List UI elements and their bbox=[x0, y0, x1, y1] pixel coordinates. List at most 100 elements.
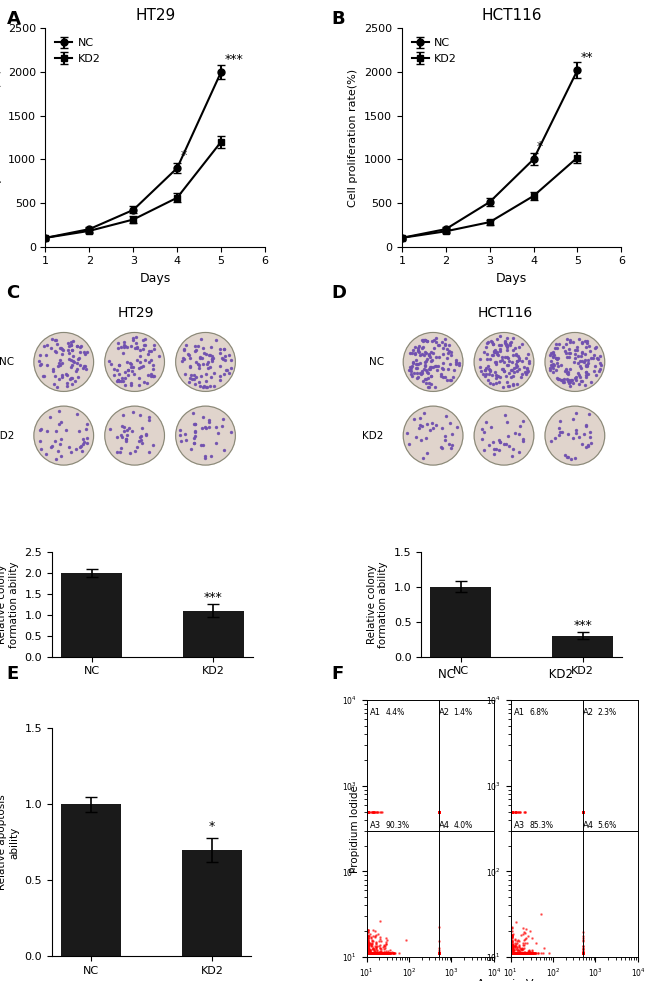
Point bbox=[363, 946, 374, 961]
Point bbox=[517, 946, 528, 961]
Point bbox=[533, 946, 543, 961]
Point bbox=[523, 946, 533, 961]
Point bbox=[490, 341, 501, 357]
Point bbox=[521, 946, 531, 961]
Point bbox=[434, 946, 444, 961]
Point bbox=[565, 378, 575, 393]
Point bbox=[428, 420, 439, 436]
Point bbox=[114, 358, 124, 374]
Point bbox=[560, 363, 570, 379]
Point bbox=[494, 442, 504, 458]
Point bbox=[363, 946, 374, 961]
Point bbox=[507, 803, 517, 819]
Point bbox=[565, 361, 575, 377]
Point bbox=[580, 364, 591, 380]
Text: 4.0%: 4.0% bbox=[453, 821, 473, 830]
Point bbox=[200, 447, 211, 463]
Point bbox=[588, 350, 598, 366]
Point bbox=[512, 946, 522, 961]
Point bbox=[519, 946, 530, 961]
Point bbox=[510, 356, 521, 372]
Point bbox=[363, 946, 374, 961]
Point bbox=[363, 946, 374, 961]
Point bbox=[506, 362, 517, 378]
Point bbox=[363, 942, 374, 957]
Point bbox=[370, 946, 381, 961]
Point bbox=[367, 946, 378, 961]
Point bbox=[507, 803, 517, 819]
Point bbox=[363, 946, 374, 961]
Point bbox=[407, 368, 417, 384]
Point bbox=[368, 946, 378, 961]
Point bbox=[577, 946, 588, 961]
Point bbox=[363, 803, 374, 819]
Point bbox=[513, 946, 523, 961]
Point bbox=[554, 336, 564, 352]
Point bbox=[478, 367, 488, 383]
Point bbox=[568, 334, 578, 349]
Point bbox=[179, 342, 189, 358]
Point bbox=[363, 946, 374, 961]
Point bbox=[479, 425, 489, 440]
Point bbox=[363, 946, 374, 961]
Point bbox=[363, 935, 374, 951]
Point bbox=[105, 356, 116, 372]
Point bbox=[380, 946, 390, 961]
Point bbox=[507, 946, 517, 961]
Point bbox=[507, 918, 517, 934]
Text: *: * bbox=[181, 149, 187, 162]
Point bbox=[364, 946, 374, 961]
Point bbox=[371, 946, 382, 961]
Point bbox=[105, 422, 116, 438]
Point bbox=[586, 374, 597, 389]
Point bbox=[507, 803, 517, 819]
Point bbox=[511, 946, 521, 961]
Point bbox=[551, 362, 562, 378]
Point bbox=[507, 939, 517, 955]
Point bbox=[128, 330, 138, 345]
Point bbox=[507, 803, 517, 819]
Point bbox=[514, 946, 525, 961]
Point bbox=[370, 946, 380, 961]
Point bbox=[363, 803, 374, 819]
Point bbox=[507, 803, 517, 819]
Point bbox=[507, 803, 517, 819]
Point bbox=[510, 914, 521, 930]
Point bbox=[365, 946, 376, 961]
Point bbox=[500, 336, 511, 351]
Point bbox=[78, 437, 88, 452]
Point bbox=[516, 946, 526, 961]
Point bbox=[566, 450, 576, 466]
Point bbox=[514, 946, 525, 961]
Point bbox=[185, 358, 196, 374]
Point bbox=[363, 946, 374, 961]
Point bbox=[517, 946, 528, 961]
Point bbox=[434, 803, 444, 819]
Point bbox=[510, 936, 520, 952]
Point bbox=[421, 362, 431, 378]
Point bbox=[366, 946, 376, 961]
Point bbox=[510, 946, 520, 961]
Point bbox=[413, 343, 423, 359]
Point bbox=[411, 352, 421, 368]
Point bbox=[507, 946, 517, 961]
Point bbox=[363, 936, 374, 952]
Point bbox=[363, 803, 374, 819]
Point bbox=[363, 946, 374, 961]
Point bbox=[437, 334, 448, 349]
Point bbox=[507, 946, 517, 961]
Point bbox=[510, 946, 520, 961]
Point bbox=[421, 372, 432, 387]
Point bbox=[508, 946, 519, 961]
Point bbox=[562, 372, 573, 387]
Point bbox=[508, 946, 518, 961]
Point bbox=[422, 334, 432, 349]
Point bbox=[507, 941, 517, 956]
Point bbox=[507, 946, 517, 961]
Point bbox=[507, 940, 517, 955]
Point bbox=[520, 946, 530, 961]
Point bbox=[507, 946, 517, 961]
Point bbox=[514, 443, 525, 459]
Point bbox=[135, 407, 145, 423]
Point bbox=[517, 946, 528, 961]
